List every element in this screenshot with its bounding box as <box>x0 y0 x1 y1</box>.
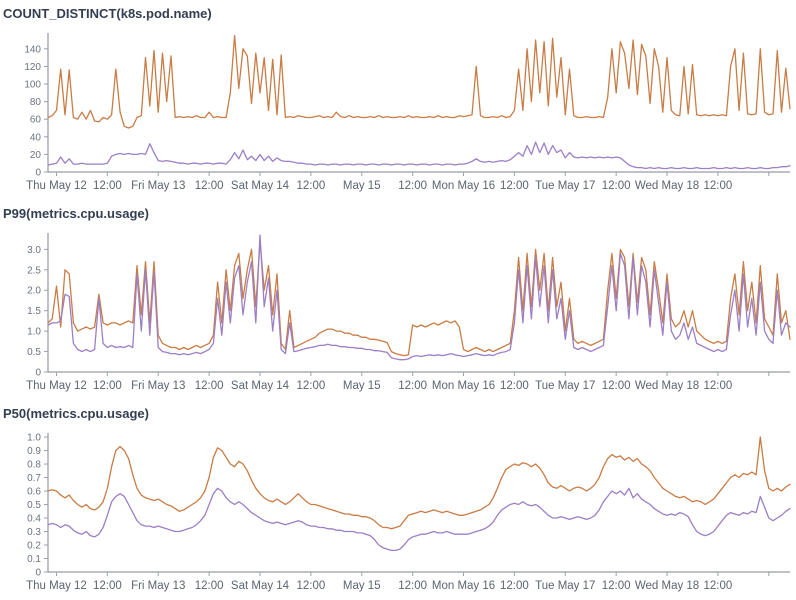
y-axis-tick-label: 0.9 <box>27 446 41 457</box>
x-axis-tick-label: 12:00 <box>500 180 529 192</box>
x-axis-tick-label: 12:00 <box>398 580 427 592</box>
x-axis-tick-label: 12:00 <box>296 580 325 592</box>
chart-count-distinct: COUNT_DISTINCT(k8s.pod.name) 0 20 40 60 80 10… <box>0 0 796 200</box>
series-line-series-1 <box>47 436 791 530</box>
x-axis-tick-label: Thu May 12 <box>26 380 87 392</box>
x-axis-tick-label: Mon May 16 <box>432 580 495 592</box>
x-axis-tick-label: 12:00 <box>93 380 122 392</box>
x-axis-tick-label: 12:00 <box>93 580 122 592</box>
x-axis-tick-label: Sat May 14 <box>231 180 290 192</box>
chart-title-count-distinct: COUNT_DISTINCT(k8s.pod.name) <box>3 6 212 21</box>
x-axis-tick-label: Wed May 18 <box>635 180 699 192</box>
y-axis-tick-label: 0.5 <box>27 500 41 511</box>
x-axis-tick-label: 12:00 <box>602 180 631 192</box>
x-axis-tick-label: 12:00 <box>296 380 325 392</box>
x-axis-tick-label: 12:00 <box>602 580 631 592</box>
series-line-series-2 <box>47 141 791 170</box>
x-axis-tick-label: 12:00 <box>195 580 224 592</box>
x-axis-tick-label: Tue May 17 <box>535 180 595 192</box>
y-axis-tick-label: 0.1 <box>27 554 41 565</box>
y-axis-tick-label: 0.2 <box>27 541 41 552</box>
chart-title-p50: P50(metrics.cpu.usage) <box>3 406 149 421</box>
y-axis-tick-label: 40 <box>30 132 42 143</box>
x-axis-tick-label: Wed May 18 <box>635 580 699 592</box>
x-axis-tick-label: 12:00 <box>195 180 224 192</box>
x-axis-tick-label: Wed May 18 <box>635 380 699 392</box>
x-axis-tick-label: 12:00 <box>195 380 224 392</box>
x-axis-tick-label: 12:00 <box>398 380 427 392</box>
x-axis-tick-label: 12:00 <box>704 380 733 392</box>
y-axis-tick-label: 0.3 <box>27 527 41 538</box>
x-axis-tick-label: Tue May 17 <box>535 380 595 392</box>
y-axis-tick-label: 0 <box>35 568 41 579</box>
y-axis-tick-label: 140 <box>24 44 41 55</box>
y-axis-tick-label: 20 <box>30 150 42 161</box>
y-axis-tick-label: 0 <box>35 168 41 179</box>
axis-line <box>47 433 790 573</box>
chart-p99-cpu-usage: P99(metrics.cpu.usage) 0 0.5 1.0 1.5 2.0 2.5 3… <box>0 200 796 400</box>
x-axis-tick-label: Fri May 13 <box>131 380 185 392</box>
x-axis-tick-label: Thu May 12 <box>26 180 87 192</box>
x-axis-tick-label: 12:00 <box>704 180 733 192</box>
series-line-series-2 <box>47 234 791 361</box>
y-axis-tick-label: 80 <box>30 97 42 108</box>
y-axis-tick-label: 0 <box>35 368 41 379</box>
x-axis-tick-label: Thu May 12 <box>26 580 87 592</box>
y-axis-tick-label: 120 <box>24 62 41 73</box>
y-axis-tick-label: 2.5 <box>27 265 41 276</box>
y-axis-tick-label: 100 <box>24 80 41 91</box>
chart-p50-cpu-usage: P50(metrics.cpu.usage) 0 0.1 0.2 0.3 0.4 0.5 0… <box>0 400 796 600</box>
x-axis-tick-label: May 15 <box>343 580 381 592</box>
x-axis-tick-label: Sat May 14 <box>231 380 290 392</box>
y-axis-tick-label: 60 <box>30 115 42 126</box>
x-axis-tick-label: May 15 <box>343 180 381 192</box>
x-axis-tick-label: 12:00 <box>398 180 427 192</box>
series-line-series-2 <box>47 487 791 552</box>
x-axis-tick-label: Fri May 13 <box>131 180 185 192</box>
y-axis-tick-label: 0.5 <box>27 347 41 358</box>
x-axis-tick-label: 12:00 <box>602 380 631 392</box>
series-line-series-1 <box>47 240 791 357</box>
count-distinct-plot[interactable]: 0 20 40 60 80 100 120 140 Thu May 12 12:00 Fri May… <box>0 24 796 198</box>
chart-title-p99: P99(metrics.cpu.usage) <box>3 206 149 221</box>
p50-cpu-usage-plot[interactable]: 0 0.1 0.2 0.3 0.4 0.5 0.6 0.7 0.8 0.9 1.0 Thu May 1… <box>0 424 796 598</box>
x-axis-tick-label: 12:00 <box>93 180 122 192</box>
y-axis-tick-label: 3.0 <box>27 245 41 256</box>
x-axis-tick-label: Tue May 17 <box>535 580 595 592</box>
axis-line <box>47 233 790 373</box>
y-axis-tick-label: 1.0 <box>27 433 41 444</box>
x-axis-tick-label: Fri May 13 <box>131 580 185 592</box>
y-axis-tick-label: 2.0 <box>27 286 41 297</box>
x-axis-tick-label: 12:00 <box>296 180 325 192</box>
y-axis-tick-label: 0.6 <box>27 487 41 498</box>
x-axis-tick-label: May 15 <box>343 380 381 392</box>
y-axis-tick-label: 0.7 <box>27 473 41 484</box>
series-line-series-1 <box>47 34 791 129</box>
x-axis-tick-label: Mon May 16 <box>432 180 495 192</box>
x-axis-tick-label: 12:00 <box>500 580 529 592</box>
y-axis-tick-label: 1.0 <box>27 327 41 338</box>
y-axis-tick-label: 0.4 <box>27 514 41 525</box>
x-axis-tick-label: Sat May 14 <box>231 580 290 592</box>
x-axis-tick-label: 12:00 <box>704 580 733 592</box>
x-axis-tick-label: Mon May 16 <box>432 380 495 392</box>
x-axis-tick-label: 12:00 <box>500 380 529 392</box>
p99-cpu-usage-plot[interactable]: 0 0.5 1.0 1.5 2.0 2.5 3.0 Thu May 12 12:00 Fri Ma… <box>0 224 796 398</box>
y-axis-tick-label: 1.5 <box>27 306 41 317</box>
y-axis-tick-label: 0.8 <box>27 460 41 471</box>
